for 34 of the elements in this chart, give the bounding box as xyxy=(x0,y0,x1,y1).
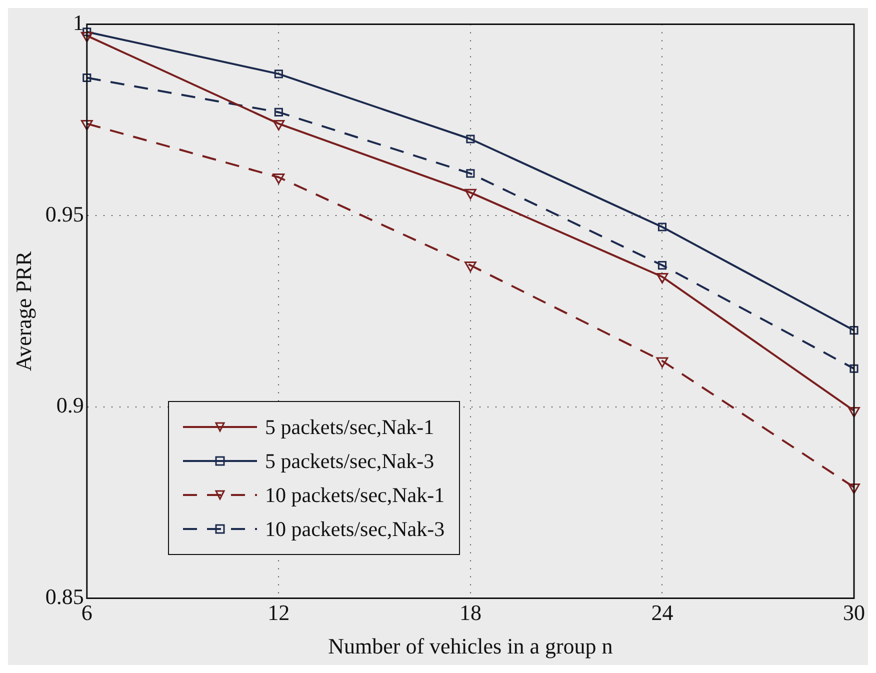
y-tick-label: 0.95 xyxy=(45,201,84,226)
point xyxy=(82,73,92,82)
x-axis-title: Number of vehicles in a group n xyxy=(328,634,613,659)
point xyxy=(464,262,476,272)
point xyxy=(274,108,283,116)
point xyxy=(274,70,283,78)
legend-label: 5 packets/sec,Nak-3 xyxy=(265,448,434,474)
point xyxy=(272,120,285,130)
point xyxy=(464,188,476,200)
y-tick-label: 1 xyxy=(72,10,84,35)
legend-label: 10 packets/sec,Nak-3 xyxy=(265,516,445,542)
x-tick-label: 24 xyxy=(651,600,674,626)
x-tick-label: 30 xyxy=(843,600,865,626)
point xyxy=(850,326,858,335)
point xyxy=(656,273,668,284)
y-axis-title: Average PRR xyxy=(10,250,36,372)
x-tick-label: 12 xyxy=(268,600,290,626)
y-tick-label: 0.85 xyxy=(45,584,84,609)
point xyxy=(658,260,667,270)
point xyxy=(848,406,860,418)
legend-label: 10 packets/sec,Nak-1 xyxy=(265,482,445,508)
point xyxy=(848,483,860,494)
legend-label: 5 packets/sec,Nak-1 xyxy=(265,414,434,440)
x-tick-label: 18 xyxy=(459,600,482,626)
point xyxy=(466,134,475,144)
point xyxy=(850,364,858,373)
point xyxy=(466,169,475,178)
point xyxy=(80,32,93,42)
point xyxy=(658,222,667,232)
point xyxy=(82,28,92,36)
point xyxy=(272,174,285,184)
y-tick-label: 0.9 xyxy=(56,392,84,418)
point xyxy=(80,120,93,130)
point xyxy=(656,357,668,368)
